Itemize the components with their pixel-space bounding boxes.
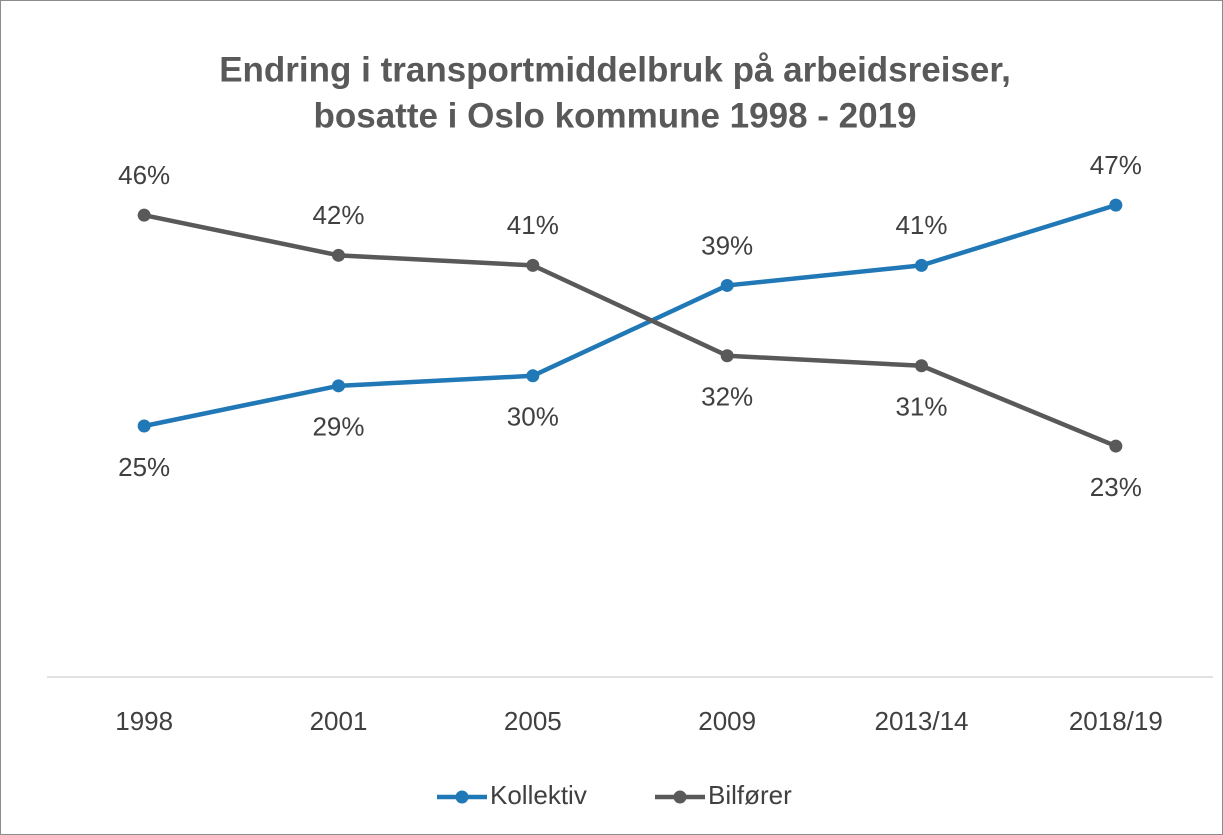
series-line xyxy=(143,202,1117,429)
data-point xyxy=(1109,198,1123,212)
x-tick-label: 2013/14 xyxy=(875,706,969,736)
x-tick-label: 1998 xyxy=(115,706,173,736)
legend-swatch-marker xyxy=(673,790,687,804)
data-label: 39% xyxy=(701,230,753,260)
data-label: 31% xyxy=(895,392,947,422)
data-point xyxy=(915,359,928,373)
data-label: 29% xyxy=(312,412,364,442)
data-point xyxy=(137,419,151,433)
legend-label: Kollektiv xyxy=(490,780,587,810)
chart-title: Endring i transportmiddelbruk på arbeids… xyxy=(219,50,1011,89)
x-tick-label: 2009 xyxy=(698,706,756,736)
data-point xyxy=(720,278,734,292)
data-label: 41% xyxy=(507,210,559,240)
data-label: 25% xyxy=(118,452,170,482)
data-point xyxy=(332,248,345,262)
data-point xyxy=(332,379,345,393)
chart-title: bosatte i Oslo kommune 1998 - 2019 xyxy=(313,96,916,135)
legend-label: Bilfører xyxy=(708,780,792,810)
data-point xyxy=(137,208,151,222)
data-label: 46% xyxy=(118,160,170,190)
data-label: 41% xyxy=(895,210,947,240)
data-label: 30% xyxy=(507,402,559,432)
data-point xyxy=(526,369,540,383)
data-point xyxy=(915,258,928,272)
legend-swatch-marker xyxy=(455,790,469,804)
x-tick-label: 2005 xyxy=(504,706,562,736)
x-tick-label: 2018/19 xyxy=(1069,706,1163,736)
series-line xyxy=(143,212,1117,449)
data-point xyxy=(720,349,734,363)
data-label: 23% xyxy=(1090,472,1142,502)
data-label: 47% xyxy=(1090,150,1142,180)
data-label: 42% xyxy=(312,200,364,230)
data-label: 32% xyxy=(701,382,753,412)
data-point xyxy=(526,258,540,272)
data-point xyxy=(1109,439,1123,453)
x-tick-label: 2001 xyxy=(310,706,368,736)
